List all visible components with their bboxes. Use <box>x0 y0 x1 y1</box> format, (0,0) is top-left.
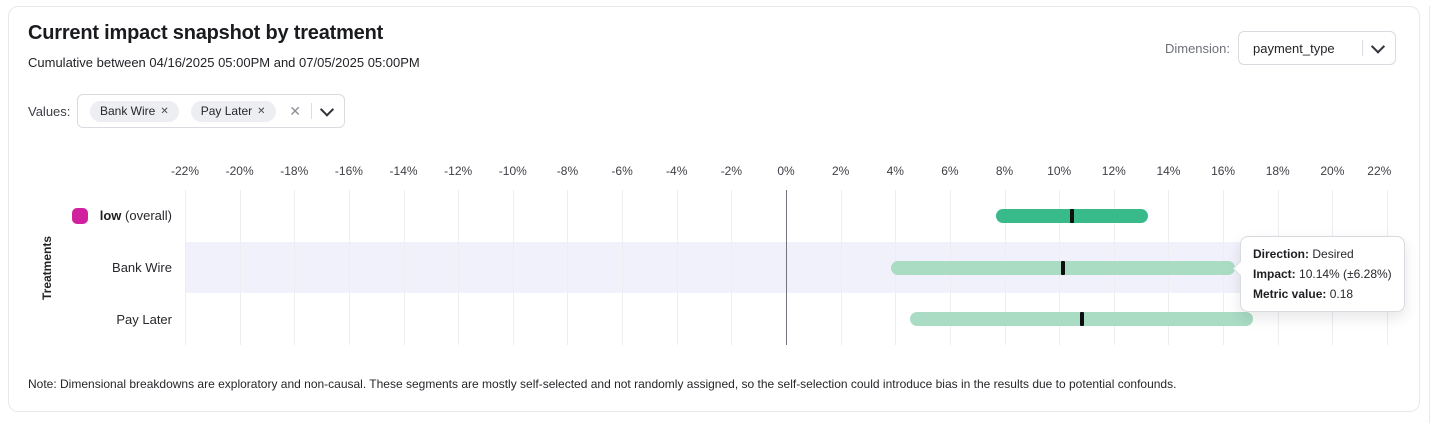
x-tick-label: -14% <box>389 164 418 178</box>
dimension-select[interactable]: payment_type <box>1238 31 1396 65</box>
impact-point-marker <box>1061 260 1065 275</box>
x-tick-label: 22% <box>1367 164 1392 178</box>
row-label-text: low (overall) <box>99 208 172 224</box>
gridline <box>403 190 405 345</box>
zero-gridline <box>786 190 787 345</box>
row-label: Bank Wire <box>0 257 172 279</box>
x-tick-label: 0% <box>777 164 795 178</box>
x-tick-label: 8% <box>995 164 1014 178</box>
x-tick-label: 6% <box>941 164 959 178</box>
gridline <box>294 190 296 345</box>
chart-tooltip: Direction: Desired Impact: 10.14% (±6.28%… <box>1240 236 1405 312</box>
x-tick-label: 4% <box>886 164 904 178</box>
value-chip-label: Pay Later <box>200 104 253 118</box>
impact-snapshot-card <box>8 6 1420 412</box>
x-tick-label: 14% <box>1156 164 1181 178</box>
value-chip[interactable]: Bank Wire ✕ <box>90 100 179 122</box>
x-tick-label: 10% <box>1047 164 1072 178</box>
gridline <box>567 190 569 345</box>
x-tick-label: -4% <box>666 164 688 178</box>
x-tick-label: 12% <box>1101 164 1126 178</box>
x-tick-label: 18% <box>1265 164 1290 178</box>
gridline <box>185 190 186 345</box>
row-label: Pay Later <box>0 308 172 330</box>
adjacent-card-edge <box>1429 6 1430 423</box>
row-label-text: Bank Wire <box>112 260 172 275</box>
gridline <box>731 190 733 345</box>
x-tick-label: -22% <box>170 164 200 178</box>
gridline <box>348 190 350 345</box>
tooltip-row: Metric value: 0.18 <box>1253 287 1354 301</box>
dimension-label: Dimension: <box>1164 41 1230 56</box>
selected-values-chips: Bank Wire ✕ Pay Later ✕ <box>90 100 276 122</box>
x-tick-label: -2% <box>720 164 743 178</box>
clear-values-icon[interactable]: ✕ <box>289 102 301 119</box>
gridline <box>239 190 241 345</box>
remove-value-icon[interactable]: ✕ <box>257 105 266 117</box>
impact-point-marker <box>1069 208 1074 223</box>
x-tick-label: -8% <box>556 164 579 178</box>
row-label-text: Pay Later <box>116 311 172 327</box>
tooltip-row: Impact: 10.14% (±6.28%) <box>1253 267 1392 281</box>
dimension-select-value: payment_type <box>1253 40 1335 56</box>
tooltip-row: Direction: Desired <box>1253 247 1354 261</box>
values-multiselect[interactable]: Bank Wire ✕ Pay Later ✕ ✕ <box>77 94 345 128</box>
remove-value-icon[interactable]: ✕ <box>160 105 169 117</box>
impact-point-marker <box>1079 312 1084 327</box>
x-tick-label: -6% <box>611 164 633 178</box>
row-label: low (overall) <box>0 205 172 227</box>
x-tick-label: -12% <box>444 164 473 178</box>
gridline <box>840 190 842 345</box>
x-tick-label: -18% <box>280 164 309 178</box>
x-tick-label: -16% <box>334 164 363 178</box>
tooltip-body: Direction: Desired Impact: 10.14% (±6.28%… <box>1253 244 1392 304</box>
select-divider <box>311 103 312 119</box>
legend-swatch <box>71 207 88 224</box>
select-divider <box>1362 40 1363 56</box>
x-tick-label: -10% <box>498 164 527 178</box>
gridline <box>512 190 514 345</box>
x-tick-label: 16% <box>1211 164 1236 178</box>
gridline <box>622 190 624 345</box>
date-range-subtitle: Cumulative between 04/16/2025 05:00PM an… <box>28 55 420 70</box>
gridline <box>676 190 678 345</box>
value-chip[interactable]: Pay Later ✕ <box>190 100 276 122</box>
value-chip-label: Bank Wire <box>100 104 156 118</box>
gridline <box>458 190 460 345</box>
footnote: Note: Dimensional breakdowns are explora… <box>28 377 1177 391</box>
values-label: Values: <box>28 104 71 119</box>
page-title: Current impact snapshot by treatment <box>28 22 384 44</box>
x-tick-label: -20% <box>225 164 254 178</box>
x-tick-label: 20% <box>1320 164 1345 178</box>
x-tick-label: 2% <box>831 164 850 178</box>
